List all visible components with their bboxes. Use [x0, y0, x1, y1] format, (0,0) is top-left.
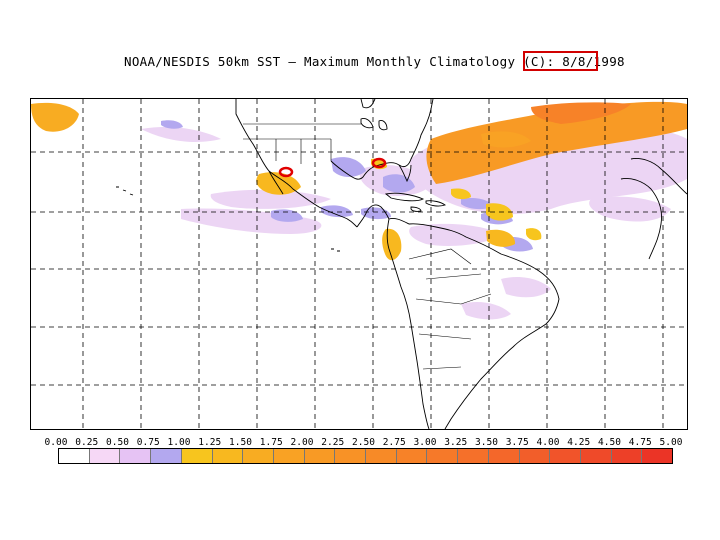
lat-lon-grid [31, 99, 687, 429]
colorbar-labels: 0.00 0.25 0.50 0.75 1.00 1.25 1.50 1.75 2.00 2.25… [38, 437, 683, 449]
date-text: 8/8/1998 [562, 54, 625, 69]
colorbar-label: 3.00 [413, 437, 437, 448]
colorbar-label: 1.50 [229, 437, 252, 448]
colorbar-swatch [335, 449, 367, 463]
colorbar-swatch [273, 449, 305, 463]
colorbar-swatch [366, 449, 397, 463]
anomaly-mid-patches [161, 120, 533, 252]
colorbar-label: 4.50 [598, 437, 621, 448]
colorbar-swatch [550, 449, 581, 463]
map-title: NOAA/NESDIS 50km SST – Maximum Monthly C… [124, 54, 625, 69]
colorbar-label: 1.25 [198, 437, 222, 448]
colorbar-swatch [59, 449, 90, 463]
colorbar-label: 2.75 [382, 437, 406, 448]
colorbar-label: 1.00 [167, 437, 191, 448]
colorbar-label: 0.50 [106, 437, 129, 448]
colorbar-swatch [243, 449, 274, 463]
date-highlight-box [523, 51, 598, 71]
colorbar-label: 4.25 [567, 437, 591, 448]
colorbar-swatch [642, 449, 673, 463]
colorbar-swatch [212, 449, 244, 463]
colorbar-label: 5.00 [659, 437, 683, 448]
sst-anomaly-map [30, 98, 688, 430]
title-text: NOAA/NESDIS 50km SST – Maximum Monthly C… [124, 54, 555, 69]
colorbar-label: 3.50 [475, 437, 498, 448]
hotspot-markers [278, 157, 387, 178]
colorbar-swatch [458, 449, 489, 463]
colorbar-swatch [611, 449, 643, 463]
colorbar-label: 0.00 [44, 437, 68, 448]
colorbar-swatch [304, 449, 336, 463]
colorbar-label: 2.25 [321, 437, 345, 448]
colorbar-swatch [580, 449, 612, 463]
colorbar-label: 2.00 [290, 437, 314, 448]
colorbar-swatch [151, 449, 182, 463]
coastlines [116, 99, 687, 429]
hotspot-oval-gulf [371, 157, 387, 169]
colorbar-label: 0.75 [136, 437, 160, 448]
colorbar-swatch [519, 449, 551, 463]
colorbar-label: 4.00 [536, 437, 560, 448]
colorbar-label: 3.75 [505, 437, 529, 448]
colorbar-swatch [181, 449, 213, 463]
colorbar-label: 4.75 [628, 437, 652, 448]
colorbar-swatch [488, 449, 520, 463]
colorbar-label: 2.50 [352, 437, 375, 448]
hotspot-oval-pacific [278, 166, 294, 178]
map-canvas [31, 99, 687, 429]
colorbar-label: 3.25 [444, 437, 468, 448]
colorbar-swatch [89, 449, 121, 463]
colorbar-swatch [427, 449, 459, 463]
colorbar-label: 1.75 [259, 437, 283, 448]
colorbar [58, 448, 673, 464]
colorbar-swatch [396, 449, 428, 463]
colorbar-swatch [120, 449, 152, 463]
colorbar-label: 0.25 [75, 437, 99, 448]
